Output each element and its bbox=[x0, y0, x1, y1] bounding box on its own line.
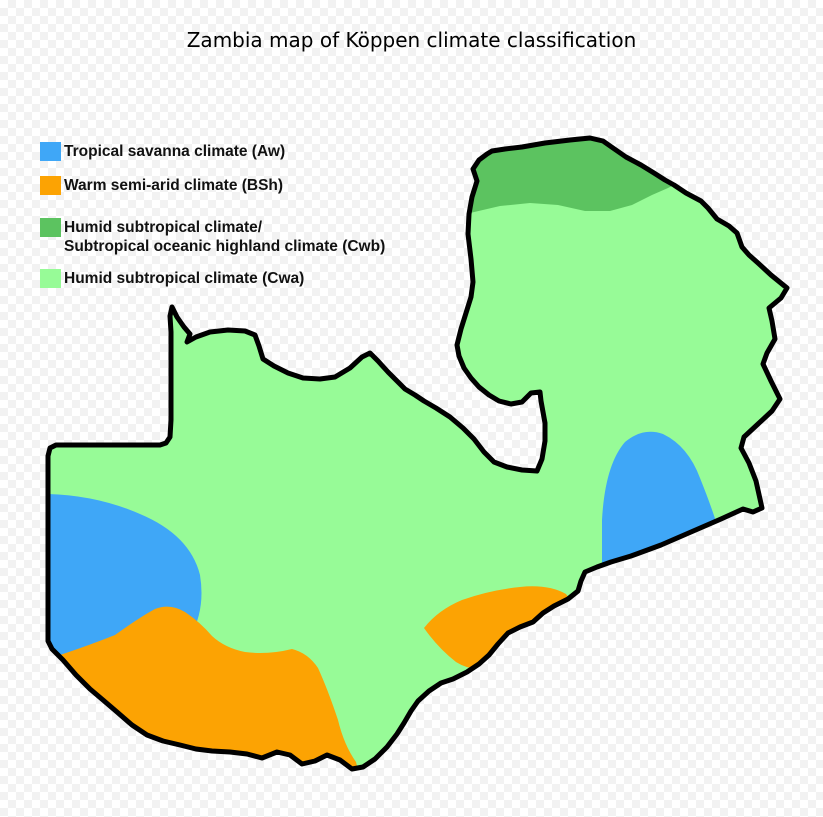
legend-label-cwb-line1: Humid subtropical climate/ bbox=[64, 219, 263, 236]
legend-item-cwb: Humid subtropical climate/ Subtropical o… bbox=[40, 218, 385, 256]
legend-item-bsh: Warm semi-arid climate (BSh) bbox=[40, 176, 283, 195]
legend-label-cwa: Humid subtropical climate (Cwa) bbox=[64, 270, 305, 287]
legend-label-cwb-line2: Subtropical oceanic highland climate (Cw… bbox=[64, 238, 386, 255]
country-outline bbox=[45, 135, 790, 772]
aw-color-swatch bbox=[40, 142, 61, 161]
legend-label-aw: Tropical savanna climate (Aw) bbox=[64, 143, 286, 160]
region-bsh-midsouth bbox=[424, 586, 573, 669]
legend-item-cwa: Humid subtropical climate (Cwa) bbox=[40, 269, 304, 288]
cwa-color-swatch bbox=[40, 269, 61, 288]
legend-label-bsh: Warm semi-arid climate (BSh) bbox=[64, 177, 284, 194]
bsh-color-swatch bbox=[40, 176, 61, 195]
legend-item-aw: Tropical savanna climate (Aw) bbox=[40, 142, 285, 161]
legend-label-cwb: Humid subtropical climate/ Subtropical o… bbox=[64, 218, 385, 256]
page-title: Zambia map of Köppen climate classificat… bbox=[186, 28, 637, 52]
cwb-color-swatch bbox=[40, 218, 61, 237]
